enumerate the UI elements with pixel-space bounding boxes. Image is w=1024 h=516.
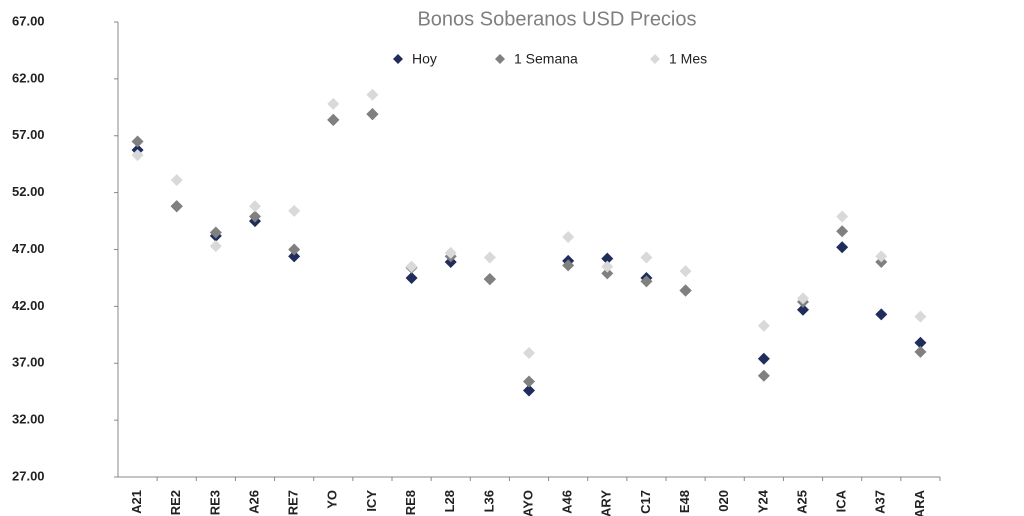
x-tick-label: A37 [873,490,888,514]
point [405,260,418,273]
x-tick-label: ICA [834,489,849,512]
point [914,310,927,323]
point [131,149,144,162]
legend-label: 1 Mes [669,51,707,67]
point [875,308,888,321]
y-tick-label: 37.00 [12,355,45,370]
point [170,174,183,187]
x-tick-label: ARY [599,490,614,516]
x-tick-label: L28 [442,490,457,512]
legend-marker [495,54,505,64]
legend-marker [650,54,660,64]
x-tick-label: RE7 [286,490,301,515]
y-tick-label: 57.00 [12,127,45,142]
point [640,275,653,288]
point [249,200,261,213]
x-tick-label: A25 [794,490,809,514]
x-tick-label: RE8 [403,490,418,515]
y-tick-label: 52.00 [12,184,45,199]
point [523,375,535,388]
y-tick-label: 42.00 [12,298,45,313]
y-tick-label: 62.00 [12,70,45,85]
point [562,259,575,272]
point [288,243,301,256]
x-tick-label: ICY [364,490,379,512]
point [366,108,379,121]
legend-label: Hoy [412,51,437,67]
y-tick-label: 67.00 [12,13,45,28]
point [131,135,144,148]
point [601,252,614,265]
point [405,271,418,284]
y-tick-label: 27.00 [12,468,45,483]
x-tick-label: AYO [520,490,535,516]
point [523,347,535,360]
point [601,260,614,273]
point [836,225,849,238]
point [679,265,692,278]
point [797,303,809,316]
x-tick-label: ARA [912,489,927,516]
point [249,210,261,223]
point [797,292,809,305]
point [757,319,770,332]
chart-title: Bonos Soberanos USD Precios [417,8,696,30]
point [914,345,927,358]
x-tick-label: A46 [560,490,575,514]
point [875,250,888,263]
point [523,384,535,397]
point [288,250,301,263]
point [327,113,340,126]
point [366,88,379,101]
point [288,204,301,217]
legend-marker [393,54,403,64]
legend-label: 1 Semana [514,51,578,67]
point [483,251,496,264]
point [640,251,653,264]
x-tick-label: L36 [481,490,496,512]
point [170,200,183,213]
point [562,230,575,243]
point [836,241,849,254]
y-tick-label: 32.00 [12,412,45,427]
point [209,240,222,253]
x-tick-label: A21 [129,490,144,514]
x-tick-label: RE2 [168,490,183,515]
point [327,97,340,110]
x-tick-label: YO [325,490,340,509]
x-tick-label: Y24 [755,489,770,513]
point [209,226,222,239]
point [914,336,927,349]
x-tick-label: RE3 [207,490,222,515]
point [444,246,457,259]
point [483,273,496,286]
x-tick-label: C17 [638,490,653,514]
x-tick-label: 020 [716,490,731,512]
point [836,210,849,223]
x-tick-label: A26 [246,490,261,514]
x-tick-label: E48 [677,490,692,513]
point [679,284,692,297]
y-tick-label: 47.00 [12,241,45,256]
point [757,352,770,365]
point [601,267,614,280]
point [757,369,770,382]
